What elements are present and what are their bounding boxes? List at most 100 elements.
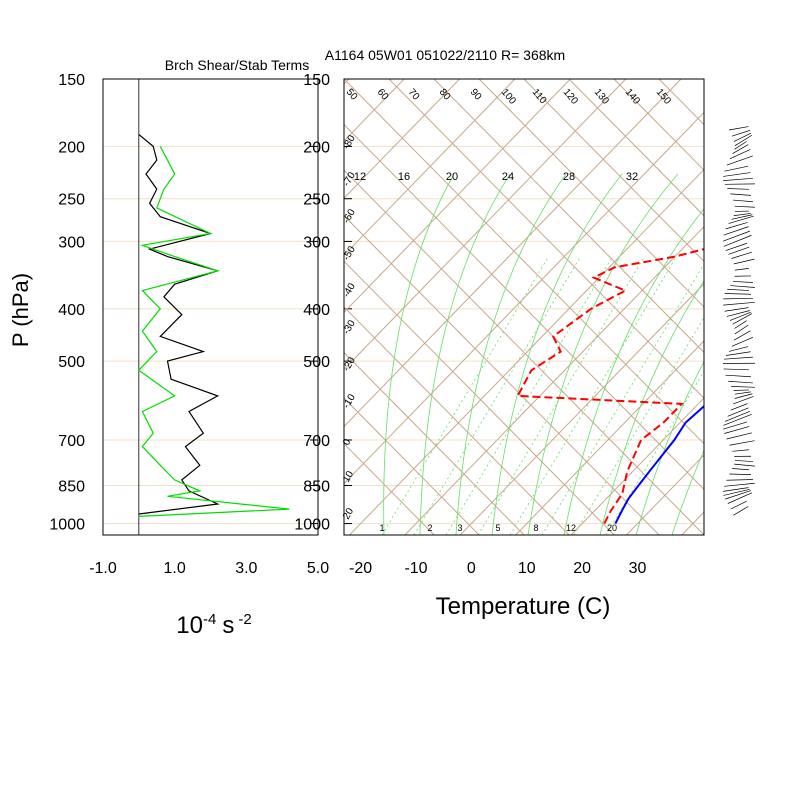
isotherm-label: 0: [341, 437, 354, 448]
wind-barb-column: [722, 126, 756, 516]
left-pressure-tick-labels: 150 200 250 300 400 500 700 850 1000: [49, 72, 85, 534]
dry-adiabat-line: [613, 79, 704, 171]
dry-adiabat-label: 70: [406, 87, 422, 103]
isotherm-line: [570, 397, 704, 535]
mixing-ratio-line: [541, 263, 704, 535]
dry-adiabat-label: 100: [499, 87, 518, 107]
temperature-tick-label: 30: [629, 560, 647, 577]
wind-barb: [731, 336, 754, 347]
dry-adiabat-lines: [344, 79, 800, 545]
wind-barb: [730, 285, 755, 288]
mixing-ratio-line: [381, 258, 548, 535]
pressure-tick-label: 300: [58, 234, 85, 251]
wind-barb: [726, 351, 751, 356]
mixing-ratio-line: [605, 370, 704, 535]
moist-adiabat-line: [708, 174, 800, 535]
wind-barb: [734, 391, 751, 395]
isotherm-line: [344, 79, 516, 256]
x-tick-label: 5.0: [307, 560, 329, 577]
wind-barb: [731, 251, 752, 259]
pressure-tick-label: 400: [58, 302, 85, 319]
wind-barb: [733, 213, 751, 216]
left-x-tick-labels: -1.0 1.0 3.0 5.0: [89, 560, 329, 577]
wind-barb: [731, 386, 755, 388]
moist-adiabat-label: 16: [398, 171, 410, 183]
wind-barb: [729, 311, 752, 321]
dry-adiabat-line: [658, 79, 704, 126]
pressure-tick-label: 500: [303, 354, 330, 371]
wind-barb: [722, 421, 748, 430]
dry-adiabat-label: 60: [375, 87, 391, 103]
wind-barb: [728, 380, 753, 384]
pressure-tick-label: 850: [58, 478, 85, 495]
dry-adiabat-line: [344, 397, 480, 535]
right-pressure-gridlines: [344, 79, 704, 525]
pressure-tick-label: 850: [303, 478, 330, 495]
mixing-ratio-label: 20: [607, 523, 617, 533]
wind-barb: [730, 193, 751, 196]
wind-barb: [733, 330, 751, 341]
wind-barb: [733, 389, 750, 391]
wind-barb: [728, 346, 749, 352]
wind-barb: [734, 463, 755, 467]
dry-adiabat-line: [344, 215, 660, 535]
wind-barb: [724, 307, 749, 312]
left-panel-title: Brch Shear/Stab Terms: [165, 57, 309, 73]
wind-barb: [734, 268, 749, 271]
wind-barb: [732, 313, 753, 325]
wind-barb: [723, 297, 753, 300]
isotherm-line: [737, 79, 800, 535]
pressure-tick-label: 700: [303, 433, 330, 450]
wind-barb: [727, 407, 749, 417]
wind-barb: [732, 449, 749, 452]
wind-barb: [728, 126, 749, 131]
pressure-tick-label: 700: [58, 433, 85, 450]
dry-adiabat-line: [703, 79, 704, 80]
wind-barb: [723, 226, 749, 236]
dry-adiabat-line: [749, 79, 800, 545]
dry-adiabat-label: 130: [592, 87, 611, 107]
moist-adiabat-line: [563, 208, 704, 535]
dry-adiabat-line: [478, 79, 704, 308]
dry-adiabat-line: [523, 79, 704, 263]
mixing-ratio-label: 1: [379, 523, 384, 533]
wind-barb: [731, 130, 751, 137]
pressure-tick-label: 300: [303, 234, 330, 251]
wind-barb: [734, 205, 755, 208]
wind-barb: [729, 440, 755, 446]
wind-barb: [733, 258, 755, 265]
isotherm-line: [344, 79, 571, 314]
isotherm-line: [344, 111, 704, 485]
dry-adiabat-line: [388, 79, 704, 399]
wind-barb: [734, 320, 747, 329]
dry-adiabat-label: 120: [561, 87, 580, 107]
x-tick-label: 1.0: [164, 560, 186, 577]
wind-barb: [734, 324, 749, 335]
mixing-ratio-line: [445, 258, 612, 535]
pressure-tick-label: 500: [58, 354, 85, 371]
x-tick-label: -1.0: [89, 560, 117, 577]
mixing-ratio-label: 5: [495, 523, 500, 533]
isotherm-line: [681, 511, 704, 535]
wind-barb: [728, 215, 754, 224]
isotherm-line: [344, 79, 460, 199]
moist-adiabat-label: 20: [446, 171, 458, 183]
dry-adiabat-line: [344, 442, 435, 535]
moist-adiabat-line: [599, 280, 704, 535]
dry-adiabat-line: [344, 123, 704, 490]
dry-adiabat-line: [433, 79, 704, 354]
mixing-ratio-line: [413, 258, 580, 535]
moist-adiabat-label: 24: [502, 171, 514, 183]
pressure-tick-label: 250: [58, 192, 85, 209]
wind-barb: [726, 155, 753, 166]
isotherm-line: [349, 168, 704, 535]
isotherm-line: [459, 283, 704, 535]
pressure-tick-label: 200: [58, 139, 85, 156]
wind-barb: [722, 230, 751, 242]
wind-barb: [727, 188, 749, 190]
mixing-ratio-line: [573, 316, 704, 535]
moist-adiabat-line: [383, 173, 455, 535]
wind-barb: [726, 479, 753, 481]
